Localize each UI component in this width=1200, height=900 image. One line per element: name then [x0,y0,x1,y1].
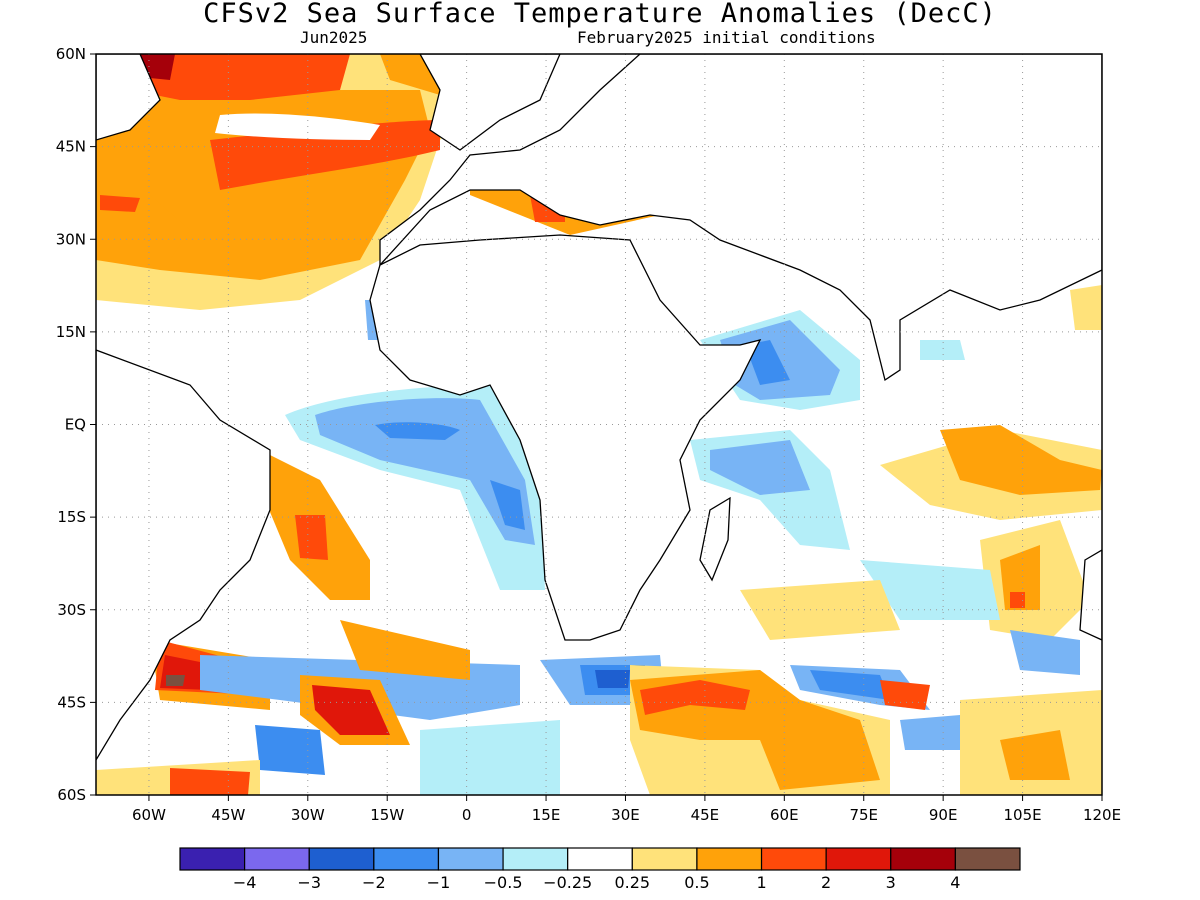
north-america-land [96,54,161,141]
lon-tick-label: 30E [611,806,640,824]
gulf-guinea-blue [315,398,535,545]
latitude-ticks: 60N 45N 30N 15N EQ 15S 30S 45S 60S [56,45,96,804]
colorbar-label: 4 [950,873,960,892]
colorbar-swatch [308,847,375,871]
colorbar-label: −0.5 [484,873,523,892]
south-atl-red-south [170,768,250,795]
colorbar-label: 3 [886,873,896,892]
colorbar-label: −2 [362,873,386,892]
east-indian-orange [940,425,1102,495]
initial-conditions: February2025 initial conditions [577,28,876,47]
colorbar-swatch [179,847,246,871]
lat-tick-label: 30N [56,230,86,248]
madagascar-land [699,496,731,582]
colorbar-label: 0.25 [614,873,650,892]
lon-tick-label: 60W [132,806,166,824]
south-atl-warm-2 [340,620,470,680]
colorbar-label: −4 [233,873,257,892]
agulhas-dark [595,670,630,688]
lat-tick-label: 45N [56,138,86,156]
colorbar-swatch [373,847,440,871]
indian-cool-core [810,670,890,700]
indian-mid-cool2 [1010,630,1080,675]
colorbar-label: −0.25 [543,873,592,892]
lon-tick-label: 45E [691,806,720,824]
subpolar-white [215,113,380,140]
colorbar-swatch [890,847,956,871]
north-atlantic-red-band [210,120,440,190]
scs-warm [1070,285,1102,330]
lat-tick-label: 15S [57,508,86,526]
tropical-indian-blue [710,440,810,495]
colorbar-swatch [244,847,310,871]
colorbar-swatch [760,847,827,871]
lon-tick-label: 0 [462,806,472,824]
africa-land [369,234,762,641]
colorbar-swatch [954,847,1021,871]
indian-mid-warm [740,580,900,640]
brazil-current-red [295,515,328,560]
lon-tick-label: 105E [1004,806,1042,824]
lon-tick-label: 30W [291,806,325,824]
gulf-guinea-core [375,422,460,440]
arabian-core [745,340,790,385]
lon-tick-label: 90E [929,806,958,824]
europe-land [419,54,561,151]
lon-tick-label: 60E [770,806,799,824]
south-atl-cool-2 [255,725,325,775]
map-title: CFSv2 Sea Surface Temperature Anomalies … [203,0,997,29]
colorbar-swatch [696,847,763,871]
labrador-red [120,54,350,100]
indian-red-south [640,680,750,715]
longitude-ticks: 60W 45W 30W 15W 0 15E 30E 45E 60E 75E 90E 105E 120E [132,795,1121,824]
colorbar-label: 2 [821,873,831,892]
lon-tick-label: 120E [1083,806,1121,824]
west-australia-red [1010,592,1025,608]
lat-tick-label: 15N [56,323,86,341]
colorbar [179,847,1021,871]
colorbar-swatch [825,847,892,871]
colorbar-label: 0.5 [684,873,709,892]
forecast-month: Jun2025 [300,28,368,47]
lat-tick-label: 60N [56,45,86,63]
colorbar-label: 1 [756,873,766,892]
lat-tick-label: 60S [57,786,86,804]
indian-orange-se [1000,730,1070,780]
australia-land [1079,549,1102,641]
south-america-land [96,349,271,762]
south-atl-light-south [420,720,560,795]
colorbar-swatch [437,847,504,871]
indian-cool-sw [900,715,960,750]
colorbar-swatch [567,847,633,871]
colorbar-labels: −4 −3 −2 −1 −0.5 −0.25 0.25 0.5 1 2 3 4 [233,873,961,892]
coastlines [96,54,1102,762]
west-atl-red [100,195,140,212]
indian-red-east [880,680,930,710]
falklands-brown [166,675,185,686]
lat-tick-label: 30S [57,601,86,619]
lon-tick-label: 15E [532,806,561,824]
africa-eurasia-land [379,54,1102,382]
lat-tick-label: EQ [65,416,86,434]
bay-bengal-cool [920,340,965,360]
colorbar-label: −3 [297,873,321,892]
south-atl-red-blob [312,685,390,735]
indian-mid-cool [860,560,1000,620]
colorbar-swatch [631,847,698,871]
lat-tick-label: 45S [57,693,86,711]
lon-tick-label: 45W [211,806,245,824]
colorbar-label: −1 [427,873,451,892]
lon-tick-label: 75E [849,806,878,824]
lon-tick-label: 15W [370,806,404,824]
colorbar-swatch [502,847,569,871]
